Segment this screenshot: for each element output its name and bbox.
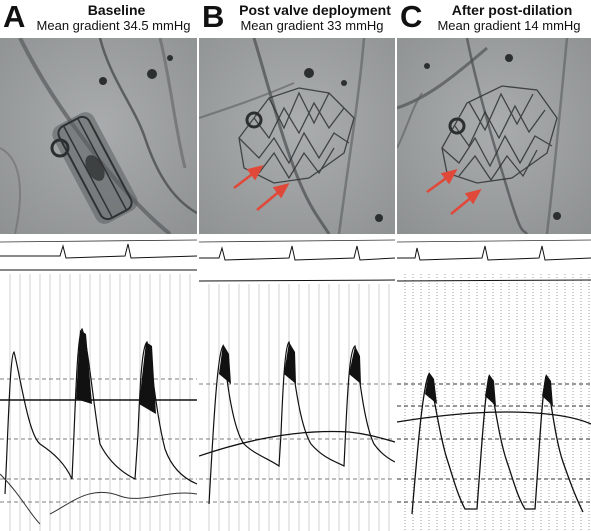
- panel-b-subtitle: Mean gradient 33 mmHg: [240, 18, 384, 33]
- panel-a-fluoroscopy-image: [0, 38, 197, 234]
- panel-a-header: A Baseline Mean gradient 34.5 mmHg: [0, 0, 197, 38]
- panel-b-letter: B: [202, 0, 225, 34]
- panel-c-subtitle: Mean gradient 14 mmHg: [437, 18, 581, 33]
- panel-b: B Post valve deployment Mean gradient 33…: [199, 0, 395, 531]
- panel-a: A Baseline Mean gradient 34.5 mmHg: [0, 0, 197, 531]
- panel-a-pressure-tracing: [0, 234, 197, 531]
- panel-b-pressure-tracing: [199, 234, 395, 531]
- panel-c-fluoroscopy-image: [397, 38, 591, 234]
- panel-a-subtitle: Mean gradient 34.5 mmHg: [36, 18, 191, 33]
- panel-c-letter: C: [400, 0, 423, 34]
- panel-c-header: C After post-dilation Mean gradient 14 m…: [397, 0, 591, 38]
- panel-c: C After post-dilation Mean gradient 14 m…: [397, 0, 591, 531]
- panel-b-header: B Post valve deployment Mean gradient 33…: [199, 0, 395, 38]
- panel-a-title: Baseline: [87, 2, 146, 18]
- panel-a-letter: A: [3, 0, 26, 34]
- panel-b-title: Post valve deployment: [239, 2, 391, 18]
- panel-c-title: After post-dilation: [451, 2, 573, 18]
- panel-b-fluoroscopy-image: [199, 38, 395, 234]
- panel-c-pressure-tracing: [397, 234, 591, 531]
